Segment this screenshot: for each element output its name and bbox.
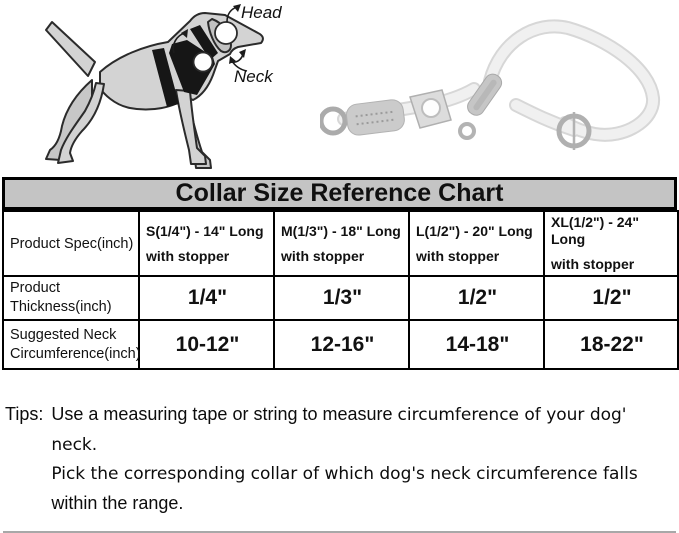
circumference-row: Suggested Neck Circumference(inch) 10-12… (2, 319, 679, 370)
row-label-line1: Suggested Neck (10, 326, 117, 343)
neck-label: Neck (234, 67, 274, 86)
tips-text: Use a measuring tape or string to measur… (51, 400, 675, 518)
size-header-line1: XL(1/2") - 24" Long (551, 214, 639, 247)
circumference-value-m: 12-16" (273, 319, 410, 370)
tips-line-1: Use a measuring tape or string to measur… (51, 400, 675, 460)
top-illustrations: Head Neck (0, 0, 679, 177)
size-header-line2: with stopper (551, 256, 635, 272)
circumference-value-s: 10-12" (138, 319, 275, 370)
spec-header-cell: Product Spec(inch) (2, 210, 140, 277)
head-measure-circle (214, 21, 238, 45)
size-header-cell-m: M(1/3") - 18" Long with stopper (273, 210, 410, 277)
head-arrow (226, 4, 241, 23)
tips-line-2: Pick the corresponding collar of which d… (51, 464, 638, 484)
collar-label-sleeve (346, 99, 405, 136)
size-header-cell-xl: XL(1/2") - 24" Long with stopper (543, 210, 679, 277)
dog-front-leg-near (175, 89, 207, 165)
dog-measurement-diagram: Head Neck (45, 3, 282, 169)
row-label-line1: Product (10, 280, 60, 296)
collar-plate (409, 89, 452, 129)
neck-measure-circle (192, 51, 214, 73)
collar-o-ring (320, 106, 348, 136)
size-header-line1: M(1/3") - 18" Long (281, 222, 401, 239)
tips-section: Tips: Use a measuring tape or string to … (5, 400, 675, 518)
circumference-value-l: 14-18" (408, 319, 545, 370)
circumference-value-xl: 18-22" (543, 319, 679, 370)
collar-product-image (320, 19, 660, 150)
size-header-cell-l: L(1/2") - 20" Long with stopper (408, 210, 545, 277)
size-header-line2: with stopper (281, 247, 365, 264)
neck-arrow (229, 56, 248, 72)
dog-tail (45, 21, 96, 77)
dog-rear-leg-near (57, 82, 105, 164)
size-header-cell-s: S(1/4") - 14" Long with stopper (138, 210, 275, 277)
thickness-value-m: 1/3" (273, 275, 410, 321)
thickness-row: Product Thickness(inch) 1/4" 1/3" 1/2" 1… (2, 275, 679, 321)
size-header-line1: S(1/4") - 14" Long (146, 222, 264, 239)
thickness-value-s: 1/4" (138, 275, 275, 321)
tips-label: Tips: (5, 404, 44, 424)
neck-rotation-arrow-left-icon (172, 29, 188, 54)
table-header-row: Product Spec(inch) S(1/4") - 14" Long wi… (2, 210, 679, 277)
row-label-line2: Thickness(inch) (10, 299, 112, 315)
tips-line1-part-b: circumference of your dog' neck. (51, 405, 627, 455)
circumference-row-label: Suggested Neck Circumference(inch) (2, 319, 141, 370)
head-label: Head (241, 3, 282, 22)
collar-slider-ring (556, 112, 592, 150)
collar-small-ring (458, 122, 476, 140)
size-header-line2: with stopper (416, 247, 500, 264)
thickness-row-label: Product Thickness(inch) (2, 275, 140, 321)
row-label-line2: Circumference(inch) (10, 345, 141, 362)
thickness-value-l: 1/2" (408, 275, 545, 321)
chart-title: Collar Size Reference Chart (2, 177, 677, 210)
collar-stopper (467, 73, 503, 116)
size-header-line2: with stopper (146, 247, 230, 264)
size-table: Product Spec(inch) S(1/4") - 14" Long wi… (2, 210, 679, 370)
thickness-value-xl: 1/2" (543, 275, 679, 321)
tips-line1-part-a: Use a measuring tape or string to measur… (51, 404, 393, 424)
size-header-line1: L(1/2") - 20" Long (416, 222, 533, 239)
